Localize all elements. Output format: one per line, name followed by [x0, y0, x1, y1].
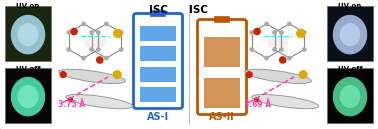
Circle shape — [254, 97, 259, 103]
Circle shape — [302, 47, 307, 52]
Circle shape — [272, 47, 277, 52]
FancyBboxPatch shape — [197, 19, 246, 115]
Circle shape — [67, 47, 71, 52]
Circle shape — [67, 30, 71, 35]
Circle shape — [81, 22, 86, 26]
Text: UV on: UV on — [338, 3, 362, 9]
Text: UV off: UV off — [16, 66, 40, 72]
Ellipse shape — [340, 23, 360, 46]
Text: ISC: ISC — [149, 5, 167, 15]
Bar — [140, 87, 176, 102]
Ellipse shape — [11, 15, 45, 54]
Circle shape — [89, 47, 94, 52]
Bar — [140, 67, 176, 82]
Circle shape — [96, 56, 104, 64]
Ellipse shape — [333, 15, 367, 54]
Bar — [152, 11, 164, 16]
Circle shape — [296, 29, 305, 38]
Bar — [5, 6, 51, 61]
Circle shape — [264, 56, 269, 61]
Circle shape — [279, 56, 287, 64]
Ellipse shape — [252, 94, 319, 109]
Circle shape — [119, 47, 124, 52]
Bar — [327, 68, 373, 123]
Circle shape — [299, 70, 308, 79]
Ellipse shape — [18, 23, 38, 46]
Circle shape — [81, 56, 86, 61]
Circle shape — [279, 30, 284, 35]
Text: AS-I: AS-I — [147, 112, 169, 122]
Bar — [327, 6, 373, 61]
Ellipse shape — [18, 85, 38, 108]
Circle shape — [264, 22, 269, 26]
Ellipse shape — [11, 77, 45, 116]
Text: AS-II: AS-II — [209, 112, 235, 122]
Circle shape — [287, 56, 292, 61]
Text: ISC: ISC — [189, 5, 209, 15]
Circle shape — [89, 30, 94, 35]
Bar — [5, 68, 51, 123]
Circle shape — [272, 30, 277, 35]
Circle shape — [104, 22, 109, 26]
Text: 3.69 Å: 3.69 Å — [245, 100, 271, 109]
Circle shape — [246, 71, 253, 78]
Circle shape — [249, 30, 254, 35]
Circle shape — [279, 47, 284, 52]
Ellipse shape — [333, 77, 367, 116]
Circle shape — [96, 30, 101, 35]
Circle shape — [104, 56, 109, 61]
Circle shape — [113, 70, 122, 79]
Text: 3.75 Å: 3.75 Å — [59, 100, 85, 109]
Circle shape — [96, 47, 101, 52]
Text: UV on: UV on — [16, 3, 40, 9]
Bar — [215, 17, 229, 22]
Ellipse shape — [85, 33, 105, 50]
Bar — [140, 46, 176, 61]
Circle shape — [119, 30, 124, 35]
Ellipse shape — [245, 69, 311, 83]
Circle shape — [253, 28, 261, 35]
Ellipse shape — [340, 85, 360, 108]
Ellipse shape — [268, 33, 288, 50]
Bar — [204, 38, 240, 67]
Circle shape — [70, 28, 78, 35]
Circle shape — [302, 30, 307, 35]
Circle shape — [287, 22, 292, 26]
Circle shape — [68, 97, 73, 103]
Bar — [140, 26, 176, 41]
Bar — [204, 78, 240, 108]
Ellipse shape — [59, 69, 125, 83]
Circle shape — [249, 47, 254, 52]
FancyBboxPatch shape — [133, 14, 183, 108]
Circle shape — [60, 71, 67, 78]
Text: UV off: UV off — [338, 66, 362, 72]
Circle shape — [113, 29, 122, 38]
Ellipse shape — [66, 94, 133, 109]
